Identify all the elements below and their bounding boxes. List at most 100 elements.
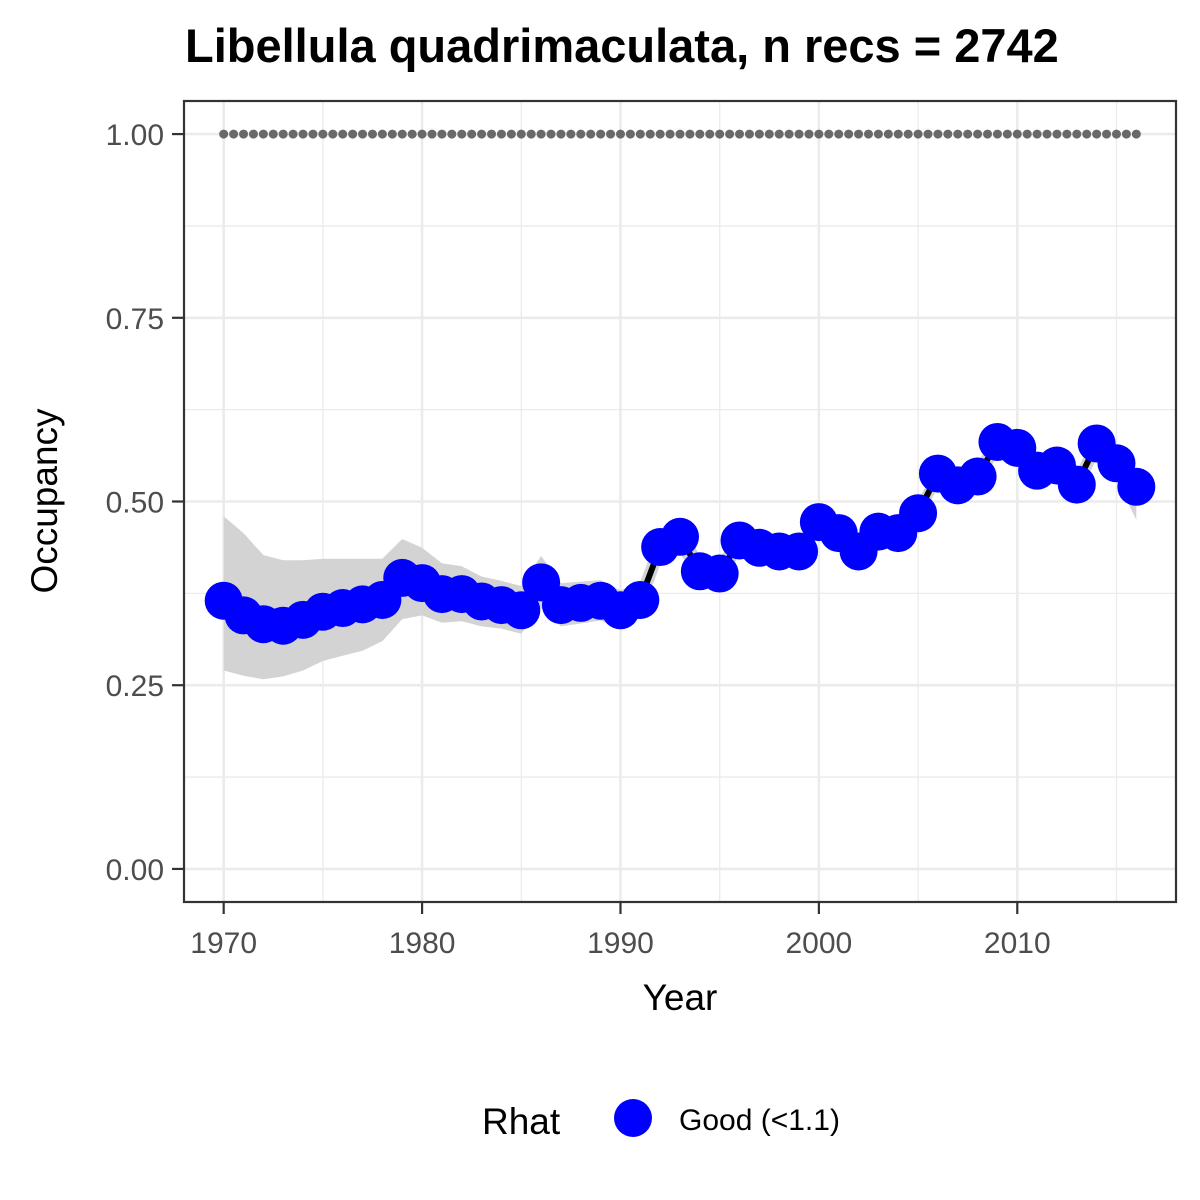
reference-dot — [229, 129, 239, 139]
reference-dot — [496, 129, 506, 139]
reference-dot — [288, 129, 298, 139]
reference-dot — [893, 129, 903, 139]
reference-dot — [467, 129, 477, 139]
reference-dot — [1032, 129, 1042, 139]
reference-dot — [1002, 129, 1012, 139]
reference-dot — [973, 129, 983, 139]
legend: Rhat Good (<1.1) — [482, 1099, 840, 1142]
reference-dot — [695, 129, 705, 139]
reference-dot — [367, 129, 377, 139]
reference-dot — [794, 129, 804, 139]
reference-dot — [387, 129, 397, 139]
reference-dot — [1102, 129, 1112, 139]
reference-dot — [348, 129, 358, 139]
reference-dot — [1121, 129, 1131, 139]
reference-dot — [873, 129, 883, 139]
reference-dot — [268, 129, 278, 139]
reference-dot — [685, 129, 695, 139]
confidence-ribbon — [223, 428, 1137, 680]
data-point-1999 — [780, 532, 819, 571]
reference-dot — [844, 129, 854, 139]
reference-dot — [546, 129, 556, 139]
y-tick-label: 1.00 — [106, 119, 164, 152]
legend-title: Rhat — [482, 1101, 561, 1142]
reference-dot — [308, 129, 318, 139]
reference-dot — [705, 129, 715, 139]
data-point-2005 — [899, 494, 938, 533]
reference-dots — [219, 129, 1141, 139]
reference-dot — [556, 129, 566, 139]
reference-dot — [239, 129, 249, 139]
reference-dot — [258, 129, 268, 139]
x-tick-label: 1970 — [190, 927, 257, 960]
reference-dot — [536, 129, 546, 139]
x-tick-label: 1990 — [587, 927, 654, 960]
data-point-2016 — [1117, 467, 1156, 506]
reference-dot — [834, 129, 844, 139]
reference-dot — [338, 129, 348, 139]
reference-dot — [248, 129, 258, 139]
reference-dot — [457, 129, 467, 139]
reference-dot — [1072, 129, 1082, 139]
y-tick-label: 0.75 — [106, 303, 164, 336]
ribbon-area — [223, 428, 1137, 680]
reference-dot — [814, 129, 824, 139]
reference-dot — [377, 129, 387, 139]
reference-dot — [1082, 129, 1092, 139]
reference-dot — [427, 129, 437, 139]
reference-dot — [1052, 129, 1062, 139]
reference-dot — [735, 129, 745, 139]
reference-dot — [1092, 129, 1102, 139]
reference-dot — [804, 129, 814, 139]
data-point-1995 — [700, 554, 739, 593]
reference-dot — [903, 129, 913, 139]
reference-dot — [913, 129, 923, 139]
data-point-1991 — [621, 580, 660, 619]
chart-title: Libellula quadrimaculata, n recs = 2742 — [185, 19, 1059, 72]
x-tick-label: 2010 — [984, 927, 1051, 960]
reference-dot — [754, 129, 764, 139]
reference-dot — [566, 129, 576, 139]
reference-dot — [883, 129, 893, 139]
reference-dot — [863, 129, 873, 139]
reference-dot — [1111, 129, 1121, 139]
reference-dot — [784, 129, 794, 139]
reference-dot — [854, 129, 864, 139]
y-tick-label: 0.00 — [106, 854, 164, 887]
reference-dot — [506, 129, 516, 139]
reference-dot — [943, 129, 953, 139]
reference-dot — [526, 129, 536, 139]
reference-dot — [298, 129, 308, 139]
legend-key-good — [614, 1099, 652, 1137]
reference-dot — [447, 129, 457, 139]
reference-dot — [487, 129, 497, 139]
x-tick-label: 2000 — [786, 927, 853, 960]
reference-dot — [774, 129, 784, 139]
reference-dot — [824, 129, 834, 139]
data-point-2008 — [958, 457, 997, 496]
reference-dot — [715, 129, 725, 139]
reference-dot — [397, 129, 407, 139]
data-points — [204, 422, 1156, 645]
reference-dot — [1022, 129, 1032, 139]
reference-dot — [278, 129, 288, 139]
reference-dot — [576, 129, 586, 139]
reference-dot — [635, 129, 645, 139]
reference-dot — [953, 129, 963, 139]
reference-dot — [992, 129, 1002, 139]
x-tick-label: 1980 — [389, 927, 456, 960]
reference-dot — [625, 129, 635, 139]
reference-dot — [615, 129, 625, 139]
reference-dot — [983, 129, 993, 139]
reference-dot — [764, 129, 774, 139]
reference-dot — [1012, 129, 1022, 139]
reference-dot — [318, 129, 328, 139]
reference-dot — [1042, 129, 1052, 139]
y-tick-label: 0.50 — [106, 487, 164, 520]
reference-dot — [596, 129, 606, 139]
reference-dot — [923, 129, 933, 139]
x-axis-title: Year — [643, 977, 718, 1018]
reference-dot — [328, 129, 338, 139]
y-tick-label: 0.25 — [106, 670, 164, 703]
